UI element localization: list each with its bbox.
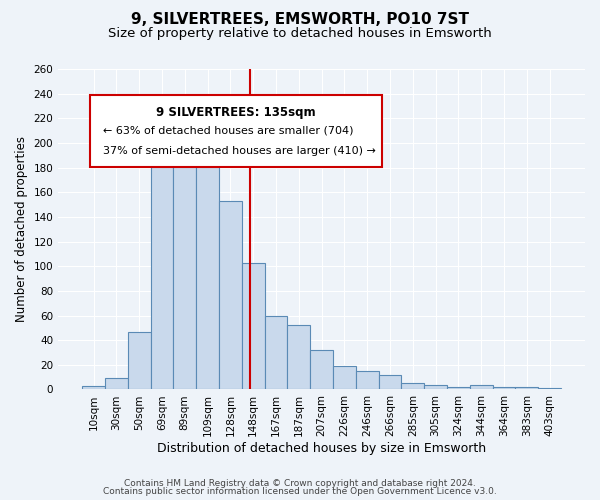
Bar: [447, 387, 470, 390]
Bar: [401, 384, 424, 390]
Bar: [265, 316, 287, 390]
Bar: [538, 388, 561, 390]
Bar: [379, 374, 401, 390]
Bar: [470, 384, 493, 390]
Bar: [242, 262, 265, 390]
Bar: [82, 386, 105, 390]
Bar: [219, 201, 242, 390]
Text: 9, SILVERTREES, EMSWORTH, PO10 7ST: 9, SILVERTREES, EMSWORTH, PO10 7ST: [131, 12, 469, 28]
Bar: [196, 137, 219, 390]
Text: 37% of semi-detached houses are larger (410) →: 37% of semi-detached houses are larger (…: [103, 146, 376, 156]
Bar: [287, 326, 310, 390]
Text: Contains public sector information licensed under the Open Government Licence v3: Contains public sector information licen…: [103, 487, 497, 496]
Bar: [128, 332, 151, 390]
Text: Size of property relative to detached houses in Emsworth: Size of property relative to detached ho…: [108, 28, 492, 40]
Text: ← 63% of detached houses are smaller (704): ← 63% of detached houses are smaller (70…: [103, 125, 353, 135]
Text: Contains HM Land Registry data © Crown copyright and database right 2024.: Contains HM Land Registry data © Crown c…: [124, 478, 476, 488]
Bar: [151, 140, 173, 390]
Bar: [515, 387, 538, 390]
Bar: [356, 371, 379, 390]
Bar: [424, 384, 447, 390]
X-axis label: Distribution of detached houses by size in Emsworth: Distribution of detached houses by size …: [157, 442, 486, 455]
Bar: [333, 366, 356, 390]
Bar: [493, 387, 515, 390]
Bar: [173, 146, 196, 390]
Bar: [310, 350, 333, 390]
Text: 9 SILVERTREES: 135sqm: 9 SILVERTREES: 135sqm: [156, 106, 316, 119]
Bar: [105, 378, 128, 390]
FancyBboxPatch shape: [90, 94, 382, 166]
Y-axis label: Number of detached properties: Number of detached properties: [15, 136, 28, 322]
